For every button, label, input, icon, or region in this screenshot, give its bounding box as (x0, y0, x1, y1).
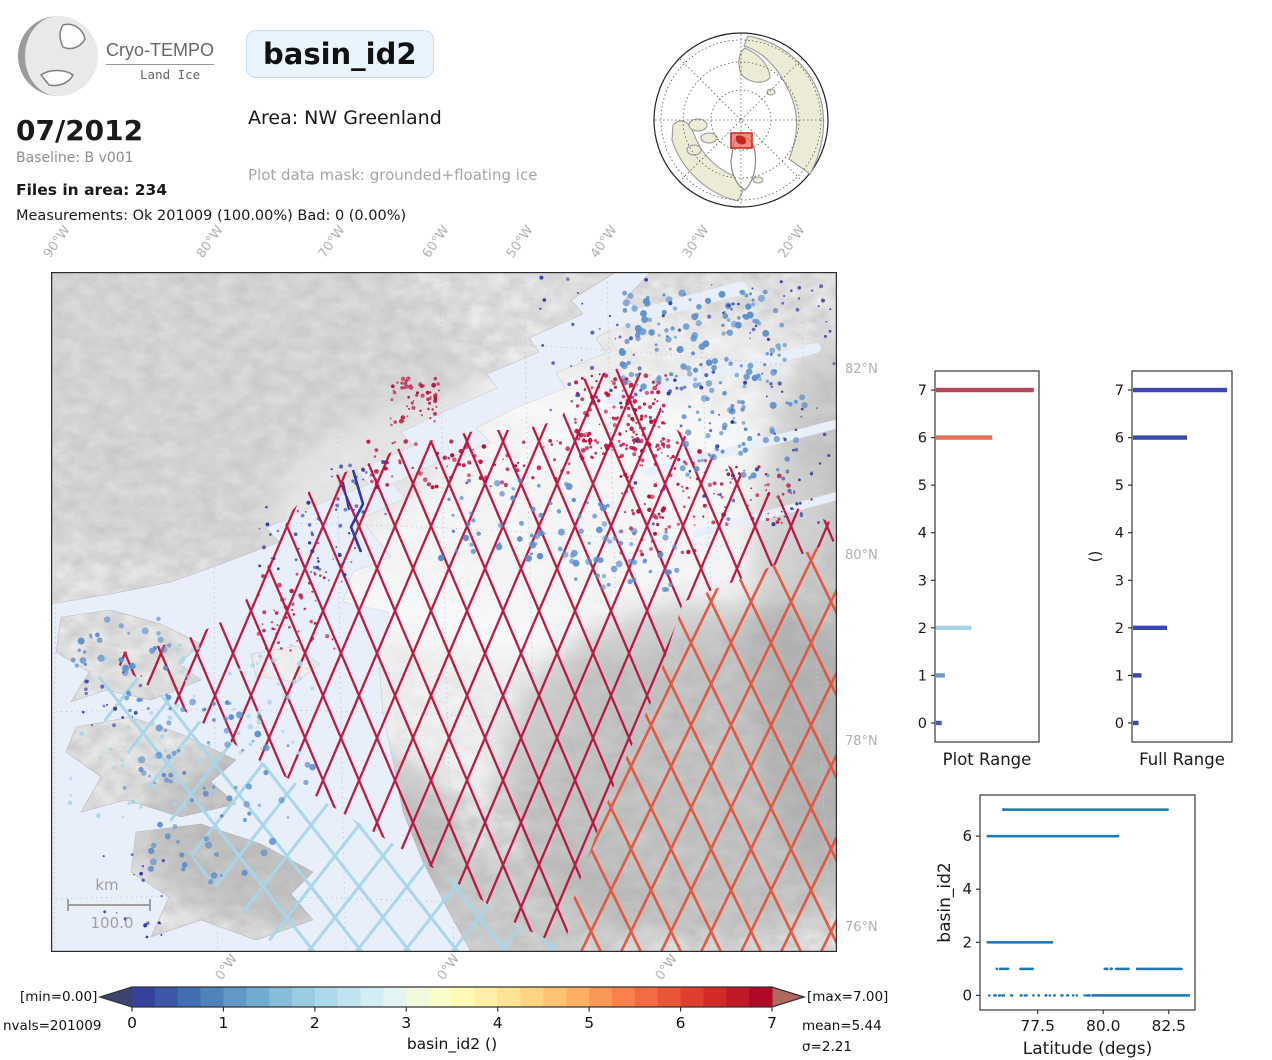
lat-label-3: 76°N (845, 920, 878, 935)
svg-text:5: 5 (584, 1014, 594, 1032)
plot-mask-label: Plot data mask: grounded+floating ice (248, 166, 538, 184)
svg-text:2: 2 (962, 933, 972, 951)
svg-text:Full Range: Full Range (1139, 750, 1225, 769)
svg-text:0: 0 (918, 716, 927, 732)
lat-label-2: 78°N (845, 734, 878, 749)
svg-text:(): () (1086, 551, 1104, 563)
svg-text:3: 3 (401, 1014, 411, 1032)
logo-subtitle: Land Ice (140, 67, 201, 82)
svg-text:100.0: 100.0 (91, 914, 134, 932)
svg-text:3: 3 (1115, 573, 1124, 589)
measurements-label: Measurements: Ok 201009 (100.00%) Bad: 0… (16, 208, 407, 224)
range-chart-full-range: 0 1 2 3 4 5 6 7 Full Range () (1086, 370, 1233, 769)
svg-text:4: 4 (1115, 526, 1124, 542)
svg-text:7: 7 (767, 1014, 777, 1032)
svg-text:1: 1 (1115, 668, 1124, 684)
svg-text:[max=7.00]: [max=7.00] (807, 989, 888, 1005)
svg-text:4: 4 (918, 526, 927, 542)
svg-text:5: 5 (918, 478, 927, 494)
svg-text:6: 6 (962, 827, 972, 845)
logo-title: Cryo-TEMPO (106, 40, 214, 65)
area-label: Area: NW Greenland (248, 107, 442, 129)
svg-text:7: 7 (1115, 383, 1124, 399)
svg-text:0: 0 (127, 1014, 137, 1032)
svg-text:2: 2 (918, 621, 927, 637)
svg-text:0: 0 (1115, 716, 1124, 732)
map-scalebar (67, 899, 151, 911)
svg-text:Latitude (degs): Latitude (degs) (1023, 1039, 1153, 1059)
svg-text:σ=2.21: σ=2.21 (802, 1039, 852, 1055)
colorbar: 0 1 2 3 4 5 6 7 basin_id2 () [min=0.00] nvals=2010… (3, 986, 888, 1055)
svg-text:6: 6 (918, 431, 927, 447)
svg-text:1: 1 (218, 1014, 228, 1032)
svg-text:2: 2 (1115, 621, 1124, 637)
svg-text:80.0: 80.0 (1086, 1017, 1121, 1035)
svg-text:4: 4 (962, 880, 972, 898)
svg-text:4: 4 (493, 1014, 503, 1032)
baseline-label: Baseline: B v001 (16, 150, 134, 166)
lat-label-0: 82°N (845, 362, 878, 377)
cryo-tempo-logo-icon (18, 16, 98, 96)
svg-text:2: 2 (310, 1014, 320, 1032)
svg-text:7: 7 (918, 383, 927, 399)
svg-text:nvals=201009: nvals=201009 (3, 1018, 101, 1034)
svg-text:0: 0 (962, 986, 972, 1004)
date-label: 07/2012 (16, 114, 144, 147)
files-in-area-label: Files in area: 234 (16, 181, 168, 199)
lat-label-1: 80°N (845, 548, 878, 563)
svg-text:6: 6 (1115, 431, 1124, 447)
svg-text:6: 6 (676, 1014, 686, 1032)
svg-text:1: 1 (918, 668, 927, 684)
svg-text:5: 5 (1115, 478, 1124, 494)
svg-text:82.5: 82.5 (1152, 1017, 1187, 1035)
speckles-basin2 (67, 643, 315, 819)
svg-text:[min=0.00]: [min=0.00] (20, 989, 97, 1005)
svg-text:basin_id2: basin_id2 (935, 862, 955, 942)
svg-text:Plot Range: Plot Range (943, 750, 1032, 769)
globe-inset-map (653, 32, 829, 208)
main-map: km 100.0 (51, 272, 837, 952)
variable-name-badge: basin_id2 (246, 30, 434, 78)
range-chart-plot-range: 0 1 2 3 4 5 6 7 Plot Range (918, 370, 1040, 769)
speckles-basin0 (82, 275, 837, 939)
speckles-basin1 (70, 289, 808, 885)
svg-text:km: km (95, 876, 118, 894)
scatter-chart-basin-vs-latitude: 77.5 80.0 82.5 0 2 4 6 Latitude (degs) basin_id2 (935, 794, 1196, 1059)
svg-text:mean=5.44: mean=5.44 (802, 1018, 882, 1034)
svg-text:3: 3 (918, 573, 927, 589)
svg-text:77.5: 77.5 (1020, 1017, 1055, 1035)
svg-text:basin_id2 (): basin_id2 () (407, 1035, 497, 1054)
